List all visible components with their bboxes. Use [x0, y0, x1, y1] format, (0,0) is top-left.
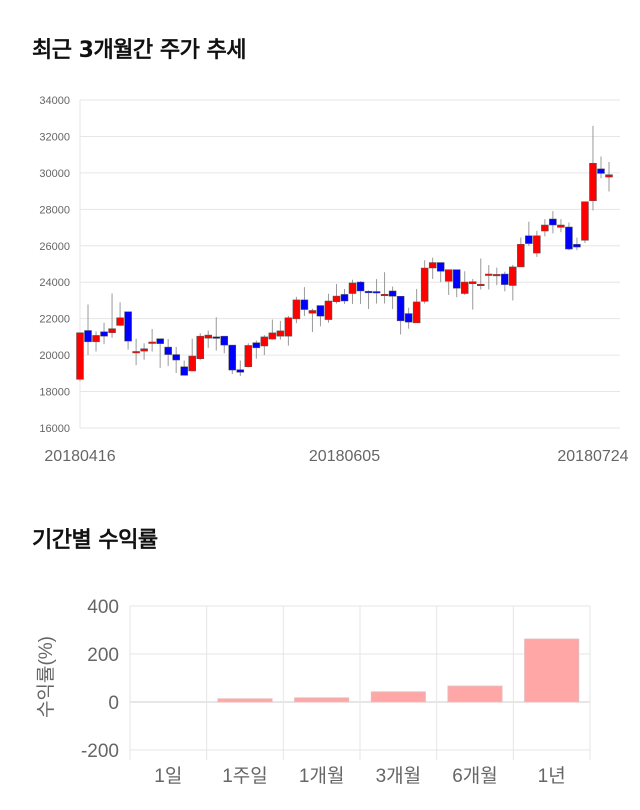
y-tick-label: 400	[87, 597, 119, 618]
candle-body	[244, 345, 253, 368]
return-bar	[217, 698, 273, 703]
candle-body	[396, 296, 405, 322]
candle-body	[156, 338, 164, 344]
y-tick-label: 30000	[39, 168, 70, 180]
candle-body	[565, 226, 573, 250]
returns-chart-title: 기간별 수익률	[32, 528, 158, 553]
candle-body	[477, 283, 485, 286]
candle-body	[276, 330, 285, 337]
candle-body	[348, 282, 357, 294]
candle-body	[404, 313, 413, 323]
candle-body	[420, 267, 429, 302]
candle-body	[533, 235, 541, 254]
candle-body	[196, 335, 204, 360]
candle-body	[517, 244, 525, 268]
x-tick-label: 20180605	[309, 448, 380, 465]
candle-body	[332, 295, 341, 302]
candle-body	[428, 262, 437, 269]
x-tick-label: 1개월	[299, 765, 345, 787]
candle-body	[436, 262, 445, 272]
candle-body	[316, 305, 325, 317]
y-tick-label: 26000	[39, 241, 70, 253]
candle-body	[549, 218, 557, 226]
candle-body	[140, 348, 148, 352]
candle-body	[220, 335, 229, 346]
candle-body	[493, 274, 501, 277]
candle-body	[444, 269, 453, 282]
candle-body	[228, 344, 237, 371]
y-tick-label: -200	[81, 741, 119, 762]
candle-body	[380, 293, 389, 296]
candle-body	[100, 331, 108, 337]
candle-body	[372, 291, 381, 294]
candle-body	[525, 235, 533, 244]
return-bar	[294, 697, 350, 703]
candle-body	[148, 341, 156, 344]
return-bar	[524, 638, 580, 703]
candle-body	[204, 334, 212, 339]
candle-body	[180, 366, 188, 376]
candle-body	[108, 328, 116, 333]
x-tick-label: 1주일	[222, 765, 268, 787]
candle-body	[460, 281, 469, 294]
candle-body	[509, 266, 517, 286]
candle-body	[236, 369, 245, 373]
candle-body	[581, 201, 589, 241]
candle-body	[84, 330, 92, 343]
candle-body	[132, 351, 140, 354]
y-tick-label: 18000	[39, 387, 70, 399]
candle-body	[284, 317, 293, 337]
candle-body	[573, 244, 581, 248]
price-chart-title: 최근 3개월간 주가 추세	[32, 38, 246, 63]
candle-body	[557, 224, 565, 228]
candle-body	[212, 336, 221, 339]
x-tick-label: 20180724	[557, 448, 628, 465]
candle-body	[324, 300, 333, 320]
candle-body	[501, 273, 509, 285]
candle-body	[452, 269, 461, 289]
candle-body	[388, 290, 397, 297]
candle-body	[605, 174, 613, 178]
candle-body	[76, 332, 84, 380]
candlestick-chart: 16000 18000 20000 22000 24000 26000 28000 30000…	[39, 95, 628, 465]
y-tick-label: 0	[108, 693, 119, 714]
candle-body	[292, 299, 301, 320]
y-tick-label: 200	[87, 645, 119, 666]
candle-body	[268, 332, 277, 340]
candle-body	[356, 281, 365, 292]
candle-body	[364, 291, 373, 294]
candle-body	[172, 354, 180, 361]
candle-body	[485, 273, 493, 276]
y-tick-label: 22000	[39, 314, 70, 326]
candle-body	[260, 336, 269, 347]
candle-body	[589, 162, 597, 202]
x-tick-label: 1년	[538, 765, 566, 787]
x-tick-label: 3개월	[376, 765, 422, 787]
candle-body	[340, 294, 349, 302]
candle-body	[164, 346, 172, 355]
y-tick-label: 32000	[39, 131, 70, 143]
y-tick-label: 16000	[39, 423, 70, 435]
y-axis-title: 수익률(%)	[35, 636, 57, 718]
candle-body	[92, 335, 100, 343]
candle-body	[116, 317, 124, 326]
candle-body	[308, 310, 317, 314]
return-bar	[447, 685, 503, 703]
candle-body	[252, 342, 261, 349]
candle-body	[412, 301, 421, 324]
candle-body	[300, 299, 309, 310]
candle-body	[188, 355, 196, 372]
y-tick-label: 20000	[39, 350, 70, 362]
y-tick-label: 28000	[39, 204, 70, 216]
candle-body	[597, 168, 605, 174]
candle-body	[468, 281, 477, 284]
y-tick-label: 34000	[39, 95, 70, 107]
candle-body	[124, 311, 132, 342]
x-tick-label: 1일	[154, 765, 182, 787]
return-bar	[370, 691, 426, 703]
candle-body	[541, 224, 549, 232]
y-tick-label: 24000	[39, 277, 70, 289]
x-tick-label: 20180416	[44, 448, 115, 465]
x-tick-label: 6개월	[452, 765, 498, 787]
